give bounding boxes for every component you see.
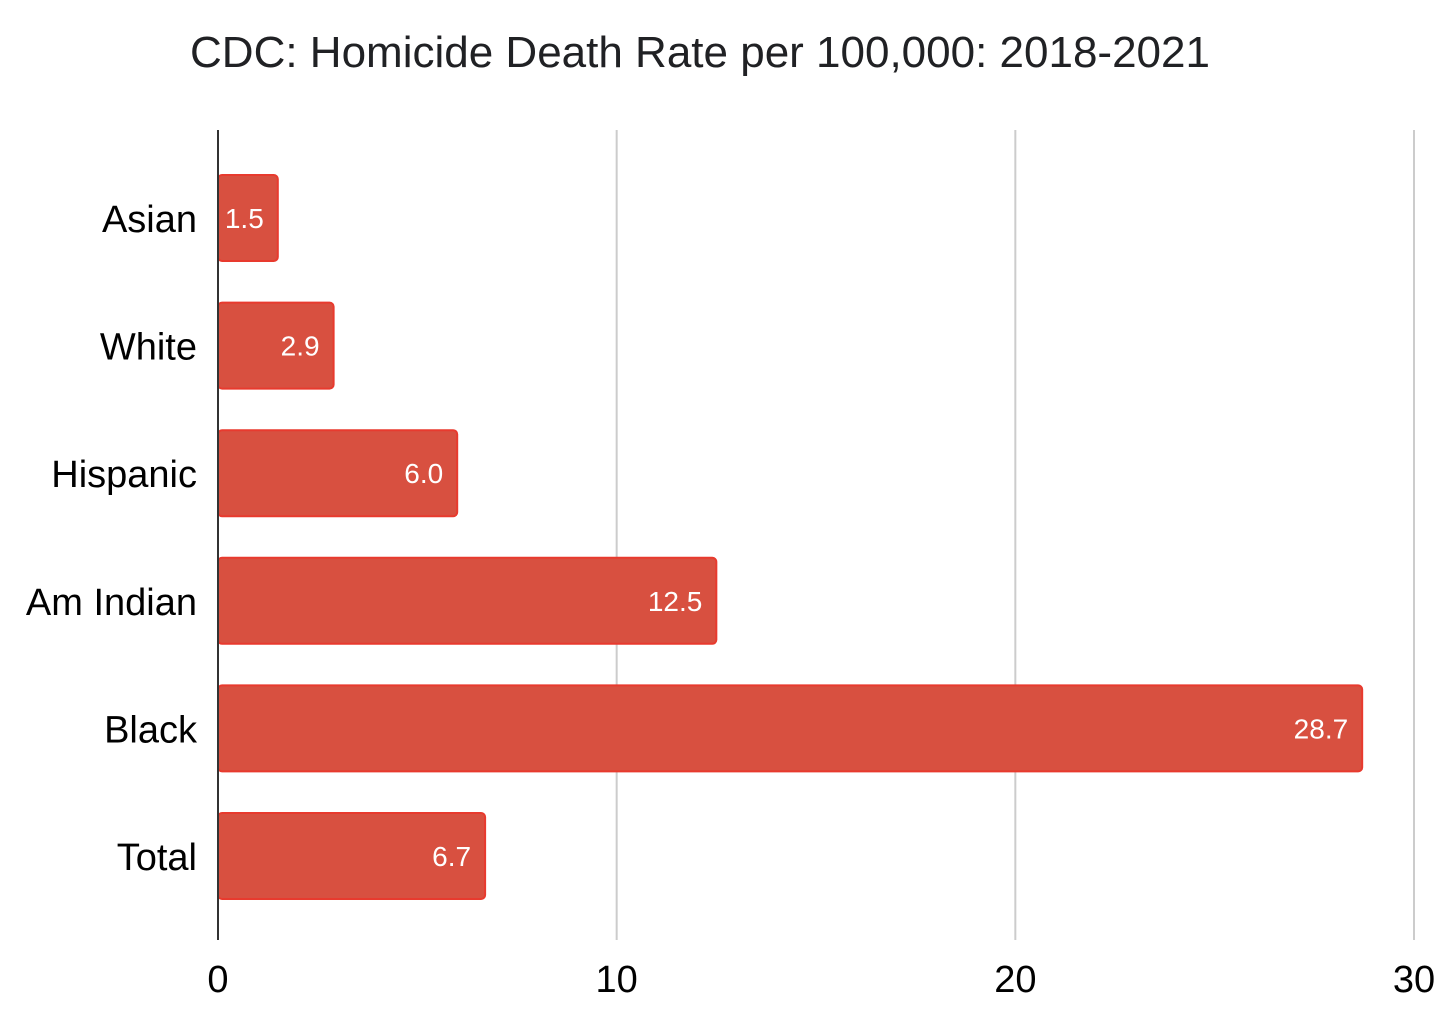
x-tick-label: 30 (1393, 959, 1435, 1001)
data-label: 12.5 (648, 586, 703, 617)
x-tick-label: 0 (207, 959, 228, 1001)
category-label: Hispanic (51, 454, 197, 496)
category-label: White (100, 327, 197, 369)
data-label: 1.5 (225, 203, 264, 234)
bar (217, 556, 718, 645)
category-label: Total (117, 837, 197, 879)
category-label: Asian (102, 199, 197, 241)
category-label: Black (104, 709, 198, 751)
x-tick-label: 10 (596, 959, 638, 1001)
x-tick-label: 20 (994, 959, 1036, 1001)
category-label: Am Indian (26, 582, 197, 624)
data-label: 6.7 (432, 841, 471, 872)
bar (217, 684, 1364, 773)
data-label: 28.7 (1294, 713, 1349, 744)
data-label: 2.9 (281, 331, 320, 362)
data-label: 6.0 (404, 458, 443, 489)
chart-title: CDC: Homicide Death Rate per 100,000: 20… (190, 28, 1210, 77)
